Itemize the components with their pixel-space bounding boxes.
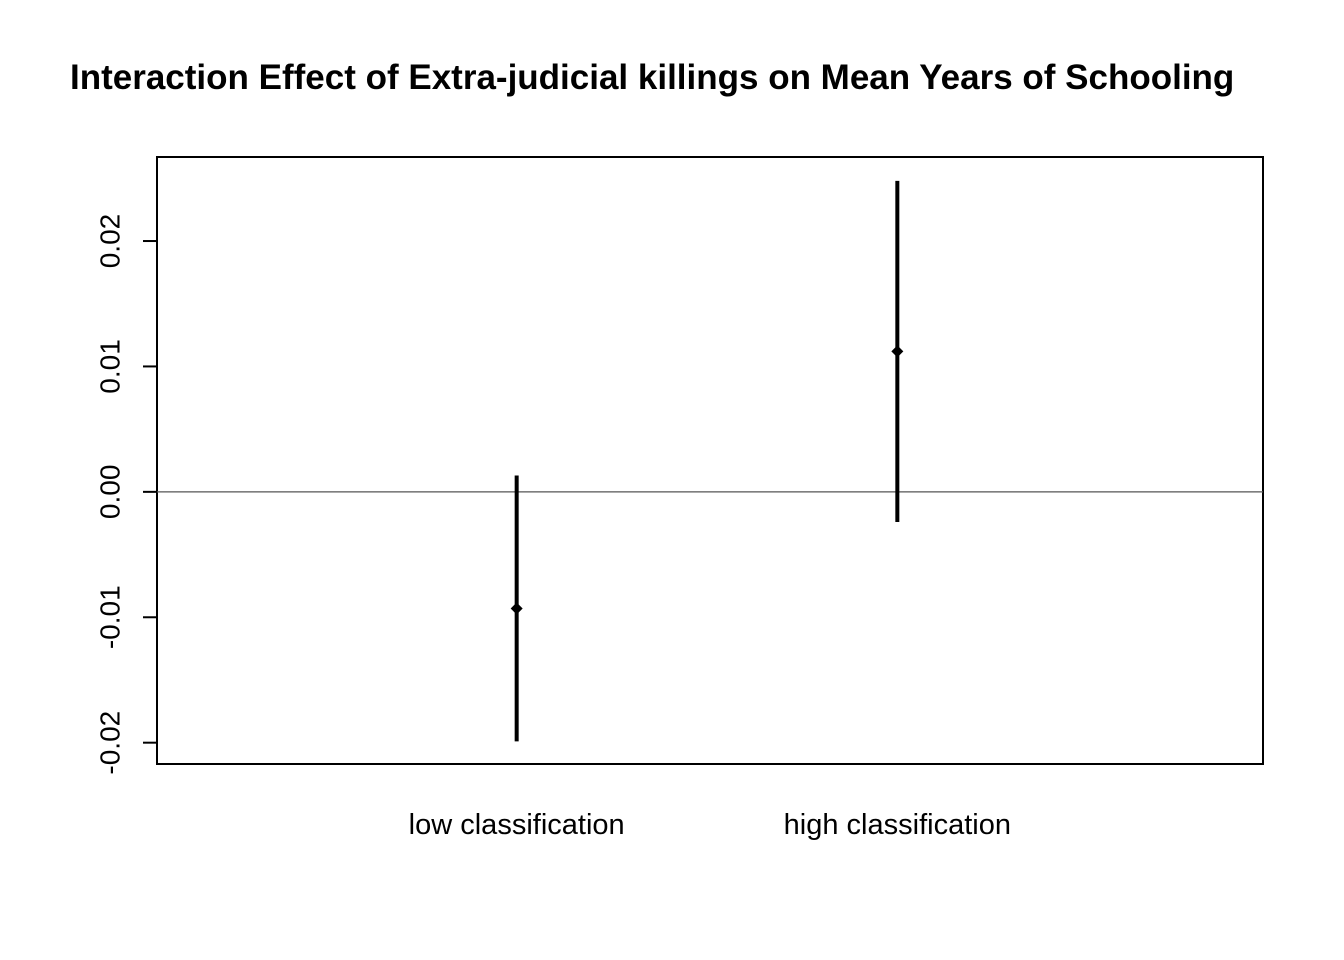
chart-title: Interaction Effect of Extra-judicial kil… xyxy=(70,58,1235,97)
y-tick-label: 0.01 xyxy=(94,339,125,394)
marks-group xyxy=(510,180,904,742)
x-axis: low classification high classification xyxy=(409,809,1011,841)
y-tick-label: 0.02 xyxy=(94,214,125,269)
y-tick-label: 0.00 xyxy=(94,465,125,519)
y-axis: -0.02 -0.01 0.00 0.01 0.02 xyxy=(94,214,157,775)
y-tick-label: -0.02 xyxy=(94,711,125,775)
plot-frame xyxy=(156,156,1264,765)
point-estimate xyxy=(510,602,523,615)
x-tick-label: high classification xyxy=(784,809,1011,841)
point-estimate xyxy=(891,345,904,358)
y-tick-label: -0.01 xyxy=(94,585,125,649)
x-tick-label: low classification xyxy=(409,809,625,841)
